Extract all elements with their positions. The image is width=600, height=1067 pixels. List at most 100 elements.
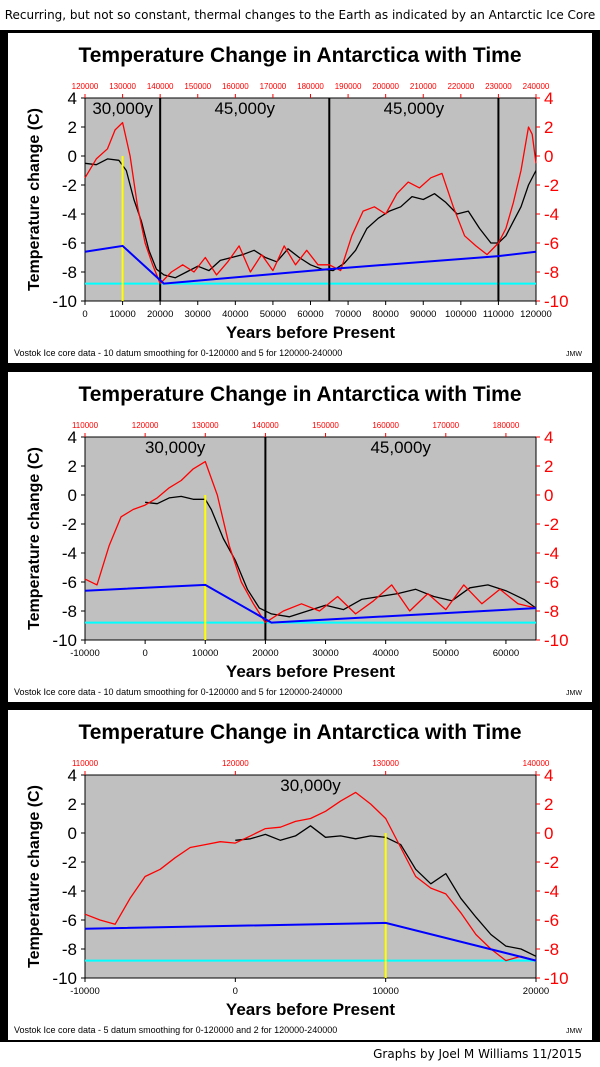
span-label: 45,000y bbox=[214, 99, 275, 118]
x-axis-label: Years before Present bbox=[226, 323, 395, 342]
y-tick-label: -8 bbox=[62, 602, 77, 621]
x-tick-label: 80000 bbox=[372, 309, 398, 320]
y-tick-label: 0 bbox=[68, 147, 77, 166]
trend-line bbox=[84, 921, 537, 962]
span-label: 30,000y bbox=[145, 438, 206, 457]
y-axis-label: Temperature change (C) bbox=[26, 447, 43, 630]
chart-title: Temperature Change in Antarctica with Ti… bbox=[78, 383, 521, 406]
top-tick-label: 140000 bbox=[147, 82, 174, 91]
y-tick-label: 4 bbox=[68, 428, 77, 447]
y-tick-label: -2 bbox=[62, 176, 77, 195]
top-tick-label: 190000 bbox=[335, 82, 362, 91]
x-tick-label: -10000 bbox=[70, 648, 100, 659]
top-tick-label: 170000 bbox=[260, 82, 287, 91]
x-tick-label: 50000 bbox=[260, 309, 286, 320]
x-tick-label: 10000 bbox=[109, 309, 135, 320]
y-tick-label-right: 0 bbox=[544, 147, 553, 166]
y-tick-label-right: 4 bbox=[544, 89, 553, 108]
red-series-line bbox=[84, 460, 537, 624]
trend-line bbox=[84, 244, 537, 285]
y-tick-label: -6 bbox=[62, 573, 77, 592]
x-tick-label: 50000 bbox=[433, 648, 459, 659]
chart-title: Temperature Change in Antarctica with Ti… bbox=[78, 721, 521, 744]
y-tick-label-right: 4 bbox=[544, 766, 553, 785]
y-tick-label-right: 2 bbox=[544, 795, 553, 814]
initials: JMW bbox=[566, 690, 582, 697]
top-tick-label: 180000 bbox=[493, 421, 520, 430]
top-tick-label: 110000 bbox=[72, 759, 99, 768]
red-series-line bbox=[84, 791, 537, 962]
x-tick-label: 0 bbox=[82, 309, 87, 320]
top-tick-label: 210000 bbox=[410, 82, 437, 91]
y-tick-label-right: -4 bbox=[544, 205, 559, 224]
y-tick-label: -10 bbox=[52, 969, 77, 988]
y-tick-label: -10 bbox=[52, 631, 77, 650]
top-tick-label: 130000 bbox=[109, 82, 136, 91]
y-axis-label: Temperature change (C) bbox=[26, 108, 43, 291]
x-tick-label: 60000 bbox=[297, 309, 323, 320]
span-label: 30,000y bbox=[92, 99, 153, 118]
x-tick-label: 70000 bbox=[335, 309, 361, 320]
y-tick-label-right: -2 bbox=[544, 515, 559, 534]
chart-panel-1: Temperature Change in Antarctica with Ti… bbox=[8, 33, 592, 363]
y-tick-label: -6 bbox=[62, 234, 77, 253]
x-tick-label: 110000 bbox=[483, 309, 514, 320]
y-tick-label: 2 bbox=[68, 457, 77, 476]
top-tick-label: 170000 bbox=[432, 421, 459, 430]
y-tick-label: 4 bbox=[68, 766, 77, 785]
y-tick-label-right: -8 bbox=[544, 263, 559, 282]
chart-panel-2: Temperature Change in Antarctica with Ti… bbox=[8, 372, 592, 702]
y-tick-label: -8 bbox=[62, 940, 77, 959]
data-note: Vostok Ice core data - 10 datum smoothin… bbox=[14, 348, 342, 358]
y-tick-label: 4 bbox=[68, 89, 77, 108]
x-tick-label: 10000 bbox=[372, 986, 398, 997]
top-tick-label: 120000 bbox=[222, 759, 249, 768]
black-series-line bbox=[145, 495, 537, 618]
y-tick-label-right: 2 bbox=[544, 457, 553, 476]
y-tick-label-right: -2 bbox=[544, 853, 559, 872]
top-tick-label: 200000 bbox=[372, 82, 399, 91]
top-tick-label: 140000 bbox=[252, 421, 279, 430]
top-caption-text: Recurring, but not so constant, thermal … bbox=[4, 8, 596, 22]
y-tick-label: 2 bbox=[68, 118, 77, 137]
y-tick-label: 0 bbox=[68, 486, 77, 505]
initials: JMW bbox=[566, 1028, 582, 1035]
credit-text: Graphs by Joel M Williams 11/2015 bbox=[369, 1046, 586, 1062]
y-tick-label-right: -6 bbox=[544, 234, 559, 253]
chart-svg: Temperature Change in Antarctica with Ti… bbox=[14, 721, 582, 1035]
trend-line bbox=[84, 583, 537, 624]
y-tick-label-right: -10 bbox=[544, 969, 569, 988]
top-tick-label: 120000 bbox=[72, 82, 99, 91]
y-tick-label: -4 bbox=[62, 882, 77, 901]
y-tick-label-right: 0 bbox=[544, 486, 553, 505]
y-tick-label-right: -8 bbox=[544, 940, 559, 959]
top-tick-label: 160000 bbox=[372, 421, 399, 430]
top-tick-label: 130000 bbox=[372, 759, 399, 768]
y-tick-label: -8 bbox=[62, 263, 77, 282]
x-tick-label: 100000 bbox=[445, 309, 477, 320]
y-tick-label-right: -6 bbox=[544, 911, 559, 930]
red-series-line bbox=[84, 121, 537, 285]
y-tick-label: -4 bbox=[62, 544, 77, 563]
data-note: Vostok Ice core data - 10 datum smoothin… bbox=[14, 687, 342, 697]
x-tick-label: 20000 bbox=[523, 986, 549, 997]
top-tick-label: 150000 bbox=[312, 421, 339, 430]
y-tick-label: -2 bbox=[62, 515, 77, 534]
x-tick-label: 10000 bbox=[192, 648, 218, 659]
top-tick-label: 110000 bbox=[72, 421, 99, 430]
top-tick-label: 140000 bbox=[523, 759, 550, 768]
x-axis-label: Years before Present bbox=[226, 1000, 395, 1019]
y-tick-label-right: 4 bbox=[544, 428, 553, 447]
x-tick-label: 20000 bbox=[147, 309, 173, 320]
x-tick-label: 30000 bbox=[185, 309, 211, 320]
y-tick-label: -2 bbox=[62, 853, 77, 872]
top-tick-label: 240000 bbox=[523, 82, 550, 91]
y-tick-label: -10 bbox=[52, 292, 77, 311]
x-tick-label: 0 bbox=[233, 986, 238, 997]
y-tick-label: 0 bbox=[68, 824, 77, 843]
span-label: 45,000y bbox=[384, 99, 445, 118]
y-tick-label: -6 bbox=[62, 911, 77, 930]
top-caption: Recurring, but not so constant, thermal … bbox=[0, 0, 600, 30]
y-tick-label-right: -4 bbox=[544, 882, 559, 901]
top-tick-label: 180000 bbox=[297, 82, 324, 91]
